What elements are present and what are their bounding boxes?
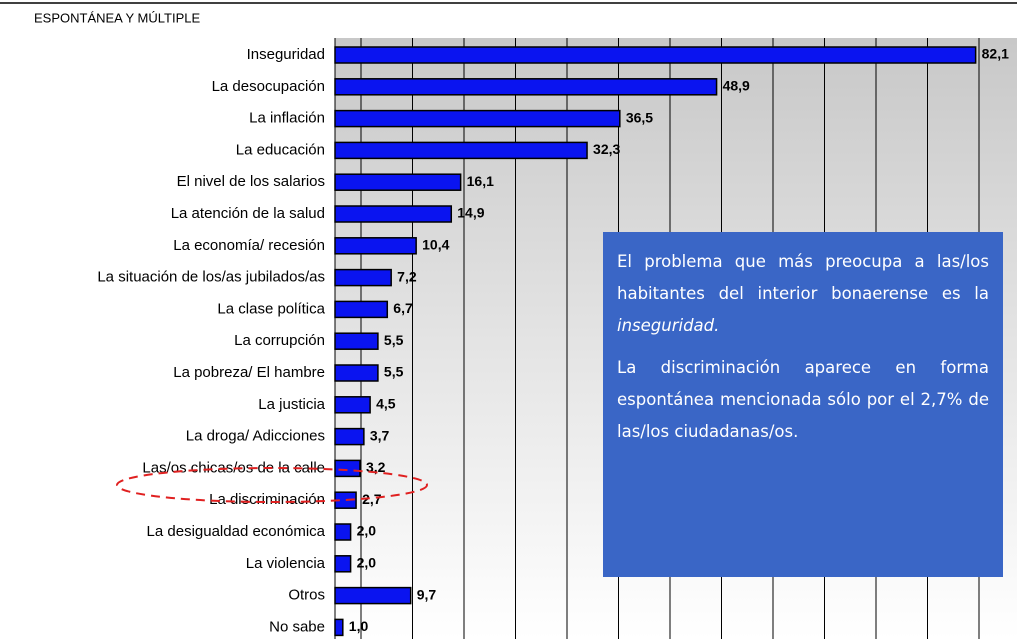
y-tick-label: La inflación (249, 110, 325, 127)
bar (334, 332, 379, 350)
data-label: 3,7 (370, 427, 390, 443)
bar (334, 78, 718, 96)
data-label: 4,5 (376, 396, 396, 412)
data-label: 7,2 (397, 268, 417, 284)
y-tick-label: La situación de los/as jubilados/as (97, 269, 325, 286)
annotation-text: El problema que más preocupa a las/los h… (617, 252, 989, 303)
data-label: 14,9 (457, 205, 484, 221)
y-tick-label: Inseguridad (247, 46, 325, 63)
data-label: 10,4 (422, 237, 449, 253)
bar (334, 427, 365, 446)
y-tick-label: La pobreza/ El hambre (173, 364, 325, 381)
y-tick-label: La clase política (217, 300, 325, 317)
bar (334, 364, 379, 382)
y-tick-label: La corrupción (234, 332, 325, 349)
bar (334, 618, 344, 637)
y-tick-label: La discriminación (209, 491, 325, 508)
bar (334, 555, 352, 573)
y-tick-label: La economía/ recesión (173, 237, 325, 254)
data-label: 36,5 (626, 109, 653, 125)
data-label: 2,0 (357, 555, 377, 571)
annotation-emphasis: inseguridad. (617, 316, 720, 335)
y-tick-label: La desocupación (212, 78, 325, 95)
y-tick-label: La justicia (258, 396, 325, 413)
bar (334, 205, 453, 223)
bar (334, 459, 361, 478)
highlight-ellipse (116, 467, 428, 503)
data-label: 16,1 (467, 173, 494, 189)
data-label: 32,3 (593, 141, 620, 157)
annotation-text: La discriminación aparece en forma espon… (617, 358, 989, 441)
data-label: 1,0 (349, 618, 369, 634)
data-label: 48,9 (723, 78, 750, 94)
data-label: 2,0 (357, 523, 377, 539)
data-label: 82,1 (982, 46, 1009, 62)
y-tick-label: El nivel de los salarios (177, 173, 325, 190)
bar (334, 141, 588, 160)
bar (334, 109, 621, 128)
chart-title: ESPONTÁNEA Y MÚLTIPLE (34, 10, 200, 25)
bar (334, 586, 412, 605)
y-tick-label: La violencia (246, 555, 326, 572)
y-tick-label: La desigualdad económica (147, 523, 326, 540)
data-label: 9,7 (417, 586, 437, 602)
y-tick-label: La droga/ Adicciones (186, 428, 325, 445)
data-label: 2,7 (362, 491, 382, 507)
bar (334, 300, 389, 319)
y-tick-label: Otros (288, 587, 325, 604)
y-tick-label: No sabe (269, 618, 325, 635)
data-label: 6,7 (393, 300, 413, 316)
y-tick-label: La educación (236, 141, 325, 158)
bar (334, 268, 392, 287)
data-label: 5,5 (384, 332, 404, 348)
bar (334, 523, 352, 541)
y-tick-label: La atención de la salud (171, 205, 325, 222)
annotation-text: El problema que más preocupa a las/los h… (617, 246, 989, 342)
data-label: 5,5 (384, 364, 404, 380)
annotation-box: El problema que más preocupa a las/los h… (603, 232, 1003, 577)
bar (334, 396, 371, 414)
bar (334, 173, 462, 191)
bar (334, 46, 977, 64)
bar (334, 237, 417, 255)
